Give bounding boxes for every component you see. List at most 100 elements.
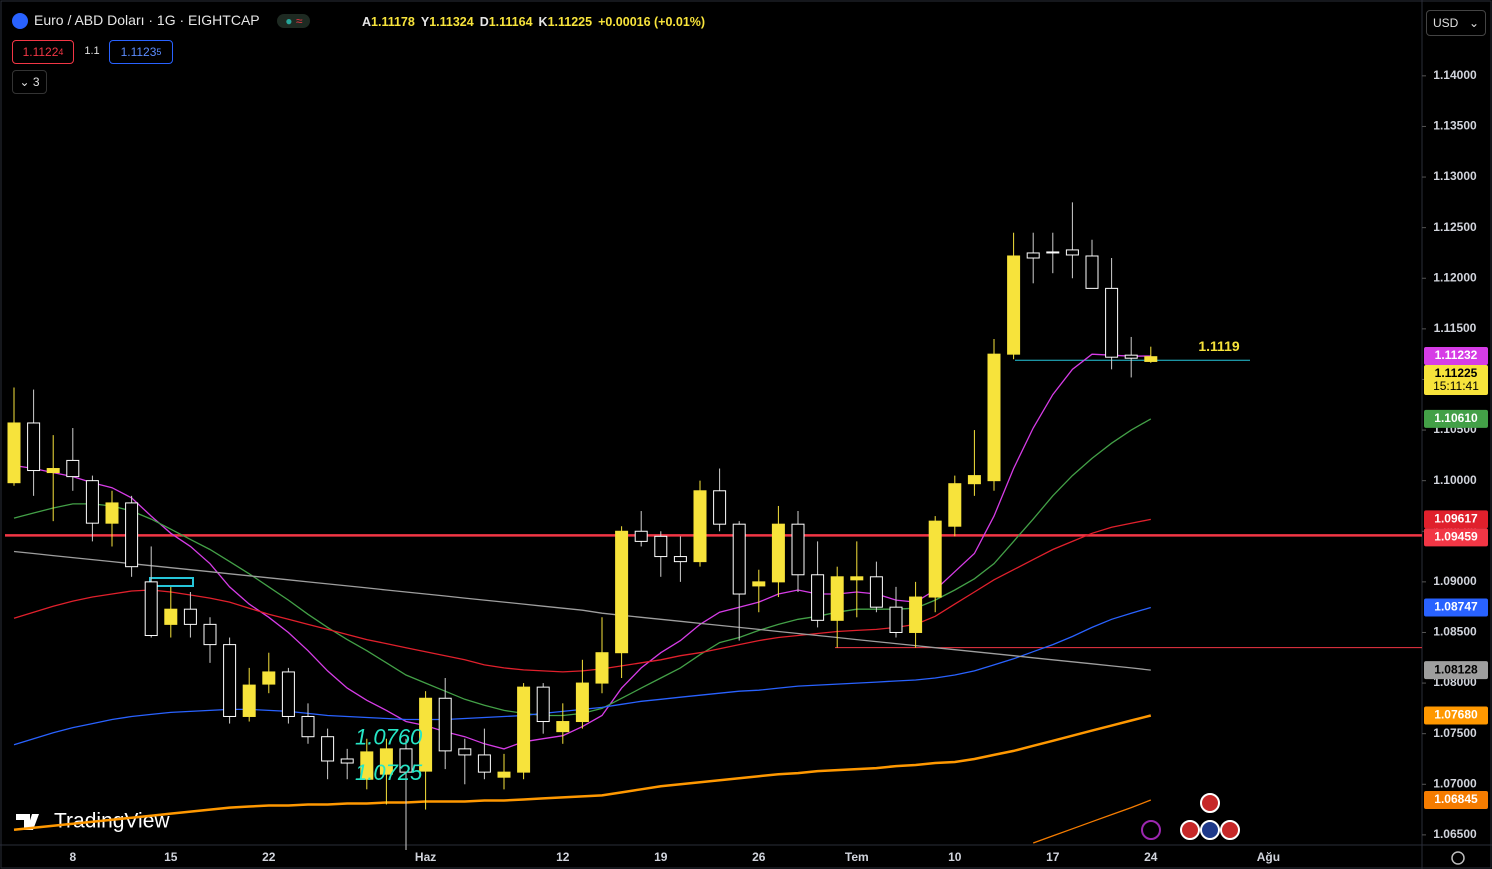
indicator-line <box>1032 799 1152 844</box>
candle-body <box>321 736 335 762</box>
x-tick-label: Tem <box>845 850 869 864</box>
x-tick-label: 17 <box>1046 850 1060 864</box>
annotation: 1.0760 <box>355 724 423 749</box>
candle-body <box>850 576 864 581</box>
price-label-bg <box>1424 364 1488 395</box>
buy-pip: 5 <box>156 47 162 57</box>
price-label-bg <box>1424 528 1488 547</box>
ohlc-label: A <box>362 15 372 29</box>
candle-body <box>615 530 629 654</box>
event-icon <box>1141 820 1161 840</box>
candle-body <box>693 490 707 563</box>
candle-body <box>732 523 746 595</box>
candle-body <box>27 422 41 472</box>
x-tick-label: 19 <box>654 850 668 864</box>
price-label: 1.06845 <box>1434 792 1478 806</box>
status-pill: ● ≈ <box>277 14 311 29</box>
ohlc-value: 1.11178 <box>371 15 415 29</box>
price-label: 1.07680 <box>1434 708 1478 722</box>
settings-icon[interactable] <box>1451 851 1465 865</box>
sell-pip: 4 <box>58 47 64 57</box>
candle-body <box>438 697 452 752</box>
price-label: 1.10610 <box>1434 411 1478 425</box>
annotation: 1.0725 <box>355 760 423 785</box>
price-label: 1.11232 <box>1435 348 1478 362</box>
watermark-logo <box>16 814 39 830</box>
x-tick-label: 22 <box>262 850 276 864</box>
candle-body <box>1085 255 1099 289</box>
watermark: TradingView <box>16 810 170 833</box>
candle-body <box>85 480 99 524</box>
candle-body <box>497 771 511 778</box>
y-tick-label: 1.08500 <box>1433 625 1477 639</box>
indicator-line <box>13 714 1152 832</box>
ohlc-label: K <box>538 15 548 29</box>
currency: USD <box>1433 16 1459 30</box>
ohlc-value: 1.11225 <box>547 15 593 29</box>
event-flag <box>1180 820 1200 840</box>
candle-body <box>1105 287 1119 358</box>
event-flag <box>1200 820 1220 840</box>
y-tick-label: 1.13000 <box>1433 169 1477 183</box>
candle-body <box>105 502 119 524</box>
symbol[interactable]: Euro / ABD Doları · 1G · EIGHTCAP <box>34 12 260 28</box>
candle-body <box>458 748 472 756</box>
candle-body <box>1065 249 1079 256</box>
x-tick-label: Ağu <box>1257 850 1280 864</box>
buy-button[interactable]: 1.1123 5 <box>109 40 173 64</box>
sell-button[interactable]: 1.1122 4 <box>12 40 74 64</box>
candle-body <box>634 530 648 542</box>
x-tick-label: 12 <box>556 850 570 864</box>
candle-body <box>183 608 197 625</box>
candle-body <box>517 686 531 773</box>
plot-area: 1.1119 <box>5 202 1422 851</box>
price-label: 1.11225 <box>1435 366 1478 380</box>
x-tick-label: 15 <box>164 850 178 864</box>
candle-body <box>673 556 687 563</box>
y-tick-label: 1.12500 <box>1433 220 1477 234</box>
candle-body <box>1007 255 1021 355</box>
candle-body <box>242 684 256 717</box>
ohlc-value: 1.11164 <box>488 15 533 29</box>
candle-body <box>556 721 570 733</box>
price-label-bg <box>1424 510 1488 529</box>
price-label-bg <box>1424 598 1488 617</box>
candle-body <box>66 459 80 478</box>
candle-body <box>889 606 903 633</box>
candle-body <box>1124 354 1138 359</box>
candle-body <box>928 520 942 598</box>
price-label-bg <box>1424 346 1488 365</box>
buy-price: 1.1123 <box>120 45 157 59</box>
y-tick-label: 1.09000 <box>1433 574 1477 588</box>
x-tick-label: 8 <box>69 850 76 864</box>
currency-select[interactable]: USD ⌄ <box>1426 10 1486 36</box>
candle-body <box>262 671 276 685</box>
event-flag <box>1220 820 1240 840</box>
candle-body <box>379 748 393 775</box>
x-tick-label: 10 <box>948 850 962 864</box>
candle-body <box>1144 356 1158 362</box>
y-tick-label: 1.07500 <box>1433 726 1477 740</box>
price-label: 1.08747 <box>1434 600 1478 614</box>
candle-body <box>654 535 668 558</box>
price-label: 15:11:41 <box>1433 379 1479 393</box>
ohlc-value: 1.11324 <box>429 15 474 29</box>
candle-body <box>595 652 609 684</box>
y-tick-label: 1.13500 <box>1433 119 1477 133</box>
candle-body <box>909 596 923 633</box>
candle-body <box>46 468 60 474</box>
symbol-row: Euro / ABD Doları · 1G · EIGHTCAP ● ≈ <box>12 12 311 30</box>
candle-body <box>125 502 139 568</box>
price-label: 1.09617 <box>1434 512 1478 526</box>
indicator-toggle[interactable]: ⌄ 3 <box>12 70 47 94</box>
price-label-bg <box>1424 790 1488 809</box>
event-icons <box>1141 793 1465 865</box>
candle-body <box>360 751 374 780</box>
y-tick-label: 1.12000 <box>1433 270 1477 284</box>
ohlc-label: D <box>479 15 489 29</box>
candle-body <box>1046 251 1060 254</box>
indicator-line <box>13 550 1151 671</box>
ohlc-row: A1.11178 Y1.11324 D1.11164 K1.11225 +0.00016… <box>362 15 705 29</box>
